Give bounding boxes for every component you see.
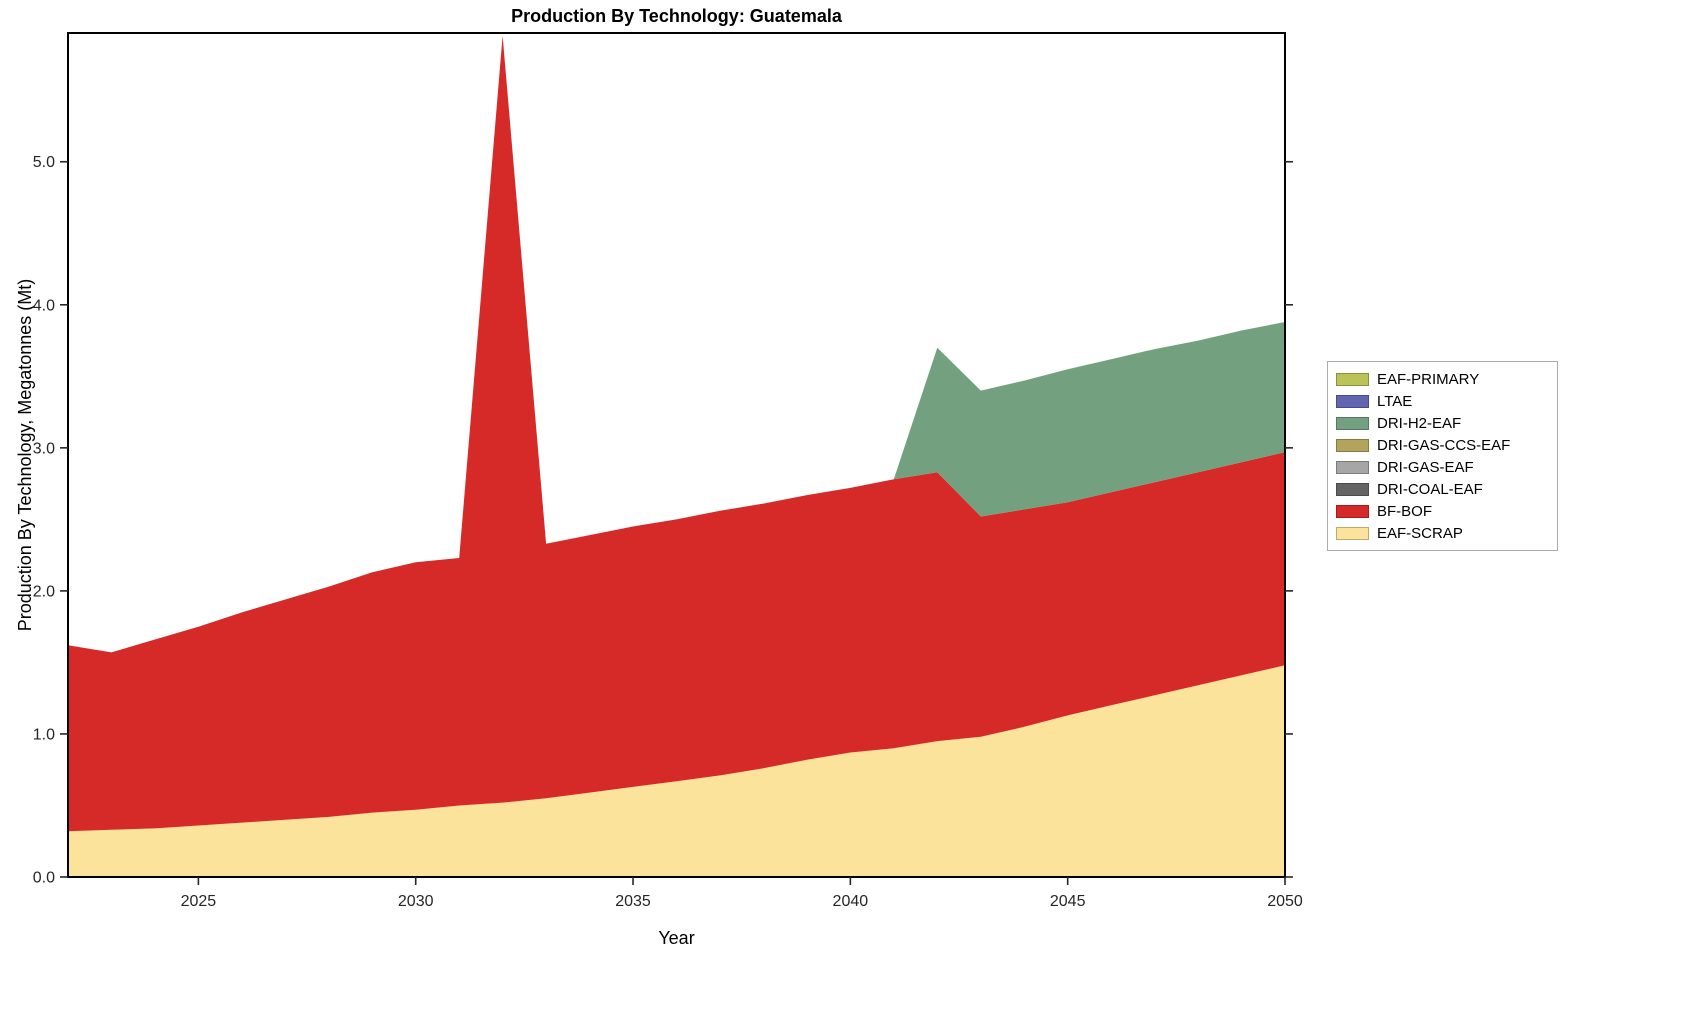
legend-label: EAF-SCRAP [1377,524,1463,542]
legend-label: DRI-GAS-EAF [1377,458,1474,476]
y-tick-label: 2.0 [33,583,55,600]
area-series-DRI-H2-EAF [68,35,1285,653]
legend-swatch-dri-gas-ccs-eaf [1336,438,1369,452]
y-tick-label: 4.0 [33,297,55,314]
x-tick-label: 2025 [181,893,217,910]
legend: EAF-PRIMARY LTAE DRI-H2-EAF DRI-GAS-CCS-EAF… [1327,361,1558,551]
legend-swatch-eaf-scrap [1336,526,1369,540]
x-tick-label: 2030 [398,893,434,910]
x-tick-label: 2045 [1050,893,1086,910]
x-tick-label: 2035 [615,893,651,910]
plot-border [67,32,1286,878]
legend-swatch-dri-h2-eaf [1336,416,1369,430]
legend-swatch-eaf-primary [1336,372,1369,386]
area-series-EAF-SCRAP [68,665,1285,877]
legend-swatch-dri-gas-eaf [1336,460,1369,474]
x-axis-label: Year [658,928,695,948]
legend-item-eaf-primary: EAF-PRIMARY [1336,368,1549,390]
legend-swatch-ltae [1336,394,1369,408]
legend-item-eaf-scrap: EAF-SCRAP [1336,522,1549,544]
legend-item-dri-h2-eaf: DRI-H2-EAF [1336,412,1549,434]
legend-swatch-bf-bof [1336,504,1369,518]
y-tick-label: 3.0 [33,440,55,457]
legend-label: DRI-H2-EAF [1377,414,1462,432]
y-tick-label: 0.0 [33,870,55,887]
legend-item-bf-bof: BF-BOF [1336,500,1549,522]
legend-item-dri-gas-eaf: DRI-GAS-EAF [1336,456,1549,478]
y-tick-label: 1.0 [33,726,55,743]
legend-label: EAF-PRIMARY [1377,370,1480,388]
legend-label: BF-BOF [1377,502,1432,520]
legend-label: DRI-GAS-CCS-EAF [1377,436,1511,454]
y-tick-label: 5.0 [33,154,55,171]
x-tick-label: 2040 [833,893,869,910]
area-series-BF-BOF [68,35,1285,832]
legend-label: LTAE [1377,392,1413,410]
legend-item-ltae: LTAE [1336,390,1549,412]
legend-item-dri-gas-ccs-eaf: DRI-GAS-CCS-EAF [1336,434,1549,456]
x-tick-label: 2050 [1267,893,1303,910]
legend-item-dri-coal-eaf: DRI-COAL-EAF [1336,478,1549,500]
legend-label: DRI-COAL-EAF [1377,480,1483,498]
chart-title: Production By Technology: Guatemala [511,6,842,26]
legend-swatch-dri-coal-eaf [1336,482,1369,496]
